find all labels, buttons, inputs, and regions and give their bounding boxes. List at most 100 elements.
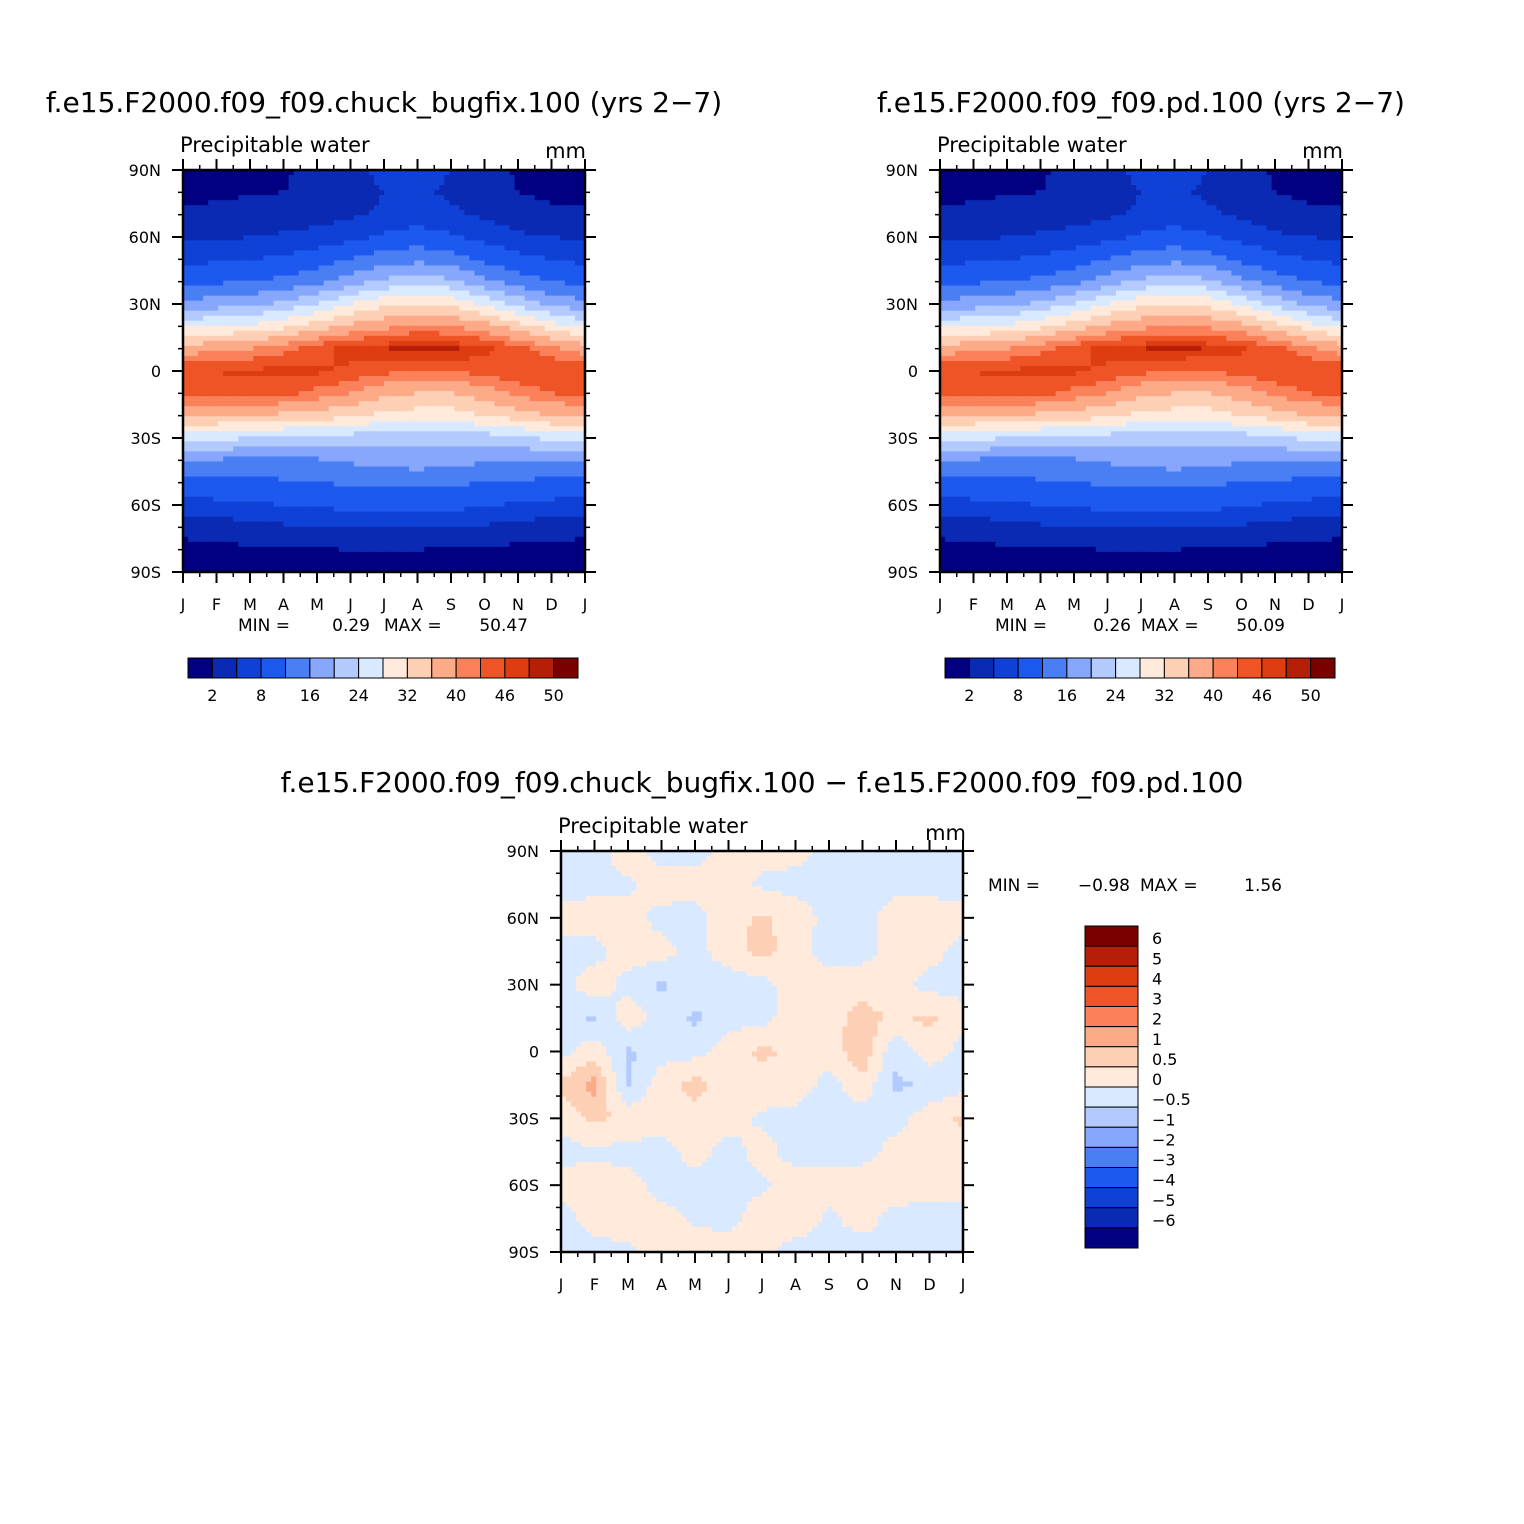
- field-cell: [389, 220, 395, 226]
- field-cell: [248, 411, 254, 417]
- field-cell: [213, 190, 219, 196]
- field-cell: [334, 311, 340, 317]
- field-cell: [304, 245, 310, 251]
- field-cell: [389, 185, 395, 191]
- field-cell: [490, 477, 496, 483]
- field-cell: [439, 376, 445, 382]
- field-cell: [464, 260, 470, 266]
- field-cell: [278, 466, 284, 472]
- field-cell: [294, 356, 300, 362]
- field-cell: [364, 351, 370, 357]
- field-cell: [359, 230, 365, 236]
- field-cell: [223, 441, 229, 447]
- field-cell: [404, 391, 410, 397]
- field-cell: [339, 296, 345, 302]
- field-cell: [324, 281, 330, 287]
- field-cell: [384, 215, 390, 221]
- field-cell: [515, 477, 521, 483]
- field-cell: [540, 376, 546, 382]
- field-cell: [404, 346, 410, 352]
- field-cell: [540, 286, 546, 292]
- field-cell: [299, 401, 305, 407]
- field-cell: [540, 331, 546, 337]
- field-cell: [304, 321, 310, 327]
- field-cell: [218, 366, 224, 372]
- field-cell: [384, 185, 390, 191]
- field-cell: [530, 411, 536, 417]
- field-cell: [565, 175, 571, 181]
- field-cell: [485, 416, 491, 422]
- field-cell: [289, 381, 295, 387]
- field-cell: [314, 190, 320, 196]
- field-cell: [289, 356, 295, 362]
- field-cell: [510, 416, 516, 422]
- field-cell: [439, 230, 445, 236]
- field-cell: [203, 215, 209, 221]
- field-cell: [479, 311, 485, 317]
- field-cell: [248, 200, 254, 206]
- field-cell: [208, 220, 214, 226]
- field-cell: [495, 240, 501, 246]
- field-cell: [344, 381, 350, 387]
- field-cell: [198, 250, 204, 256]
- field-cell: [545, 291, 551, 297]
- field-cell: [560, 271, 566, 277]
- field-cell: [404, 180, 410, 186]
- field-cell: [324, 472, 330, 478]
- field-cell: [294, 466, 300, 472]
- field-cell: [469, 240, 475, 246]
- field-cell: [299, 195, 305, 201]
- field-cell: [354, 396, 360, 402]
- field-cell: [490, 255, 496, 261]
- field-cell: [575, 356, 581, 362]
- field-cell: [198, 306, 204, 312]
- field-cell: [469, 205, 475, 211]
- field-cell: [228, 200, 234, 206]
- field-cell: [565, 245, 571, 251]
- field-cell: [208, 416, 214, 422]
- field-cell: [535, 316, 541, 322]
- field-cell: [414, 311, 420, 317]
- field-cell: [530, 301, 536, 307]
- field-cell: [550, 466, 556, 472]
- field-cell: [490, 225, 496, 231]
- field-cell: [459, 306, 465, 312]
- field-cell: [414, 421, 420, 427]
- field-cell: [429, 296, 435, 302]
- field-cell: [389, 361, 395, 367]
- field-cell: [515, 456, 521, 462]
- field-cell: [535, 225, 541, 231]
- field-cell: [439, 386, 445, 392]
- field-cell: [429, 441, 435, 447]
- field-cell: [454, 311, 460, 317]
- field-cell: [530, 271, 536, 277]
- field-cell: [500, 366, 506, 372]
- field-cell: [404, 311, 410, 317]
- field-cell: [379, 441, 385, 447]
- field-cell: [449, 461, 455, 467]
- field-cell: [344, 245, 350, 251]
- field-cell: [299, 215, 305, 221]
- field-cell: [284, 436, 290, 442]
- field-cell: [319, 205, 325, 211]
- field-cell: [555, 446, 561, 452]
- field-cell: [253, 250, 259, 256]
- field-cell: [379, 477, 385, 483]
- field-cell: [334, 446, 340, 452]
- field-cell: [253, 482, 259, 488]
- field-cell: [329, 311, 335, 317]
- field-cell: [510, 326, 516, 332]
- field-cell: [414, 210, 420, 216]
- field-cell: [500, 426, 506, 432]
- field-cell: [289, 456, 295, 462]
- field-cell: [248, 396, 254, 402]
- field-cell: [434, 296, 440, 302]
- field-cell: [565, 356, 571, 362]
- field-cell: [550, 260, 556, 266]
- field-cell: [374, 291, 380, 297]
- field-cell: [243, 331, 249, 337]
- field-cell: [248, 391, 254, 397]
- field-cell: [284, 482, 290, 488]
- field-cell: [409, 386, 415, 392]
- field-cell: [469, 361, 475, 367]
